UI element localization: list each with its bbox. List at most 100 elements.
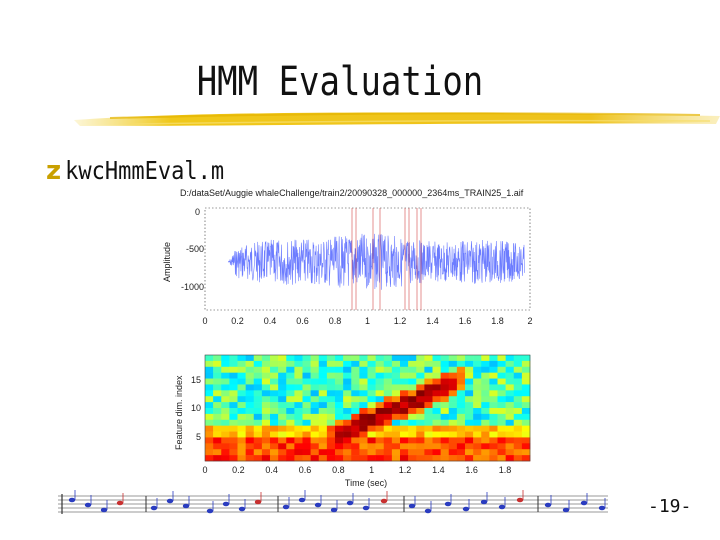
spectrogram-cell <box>448 360 458 368</box>
spectrogram-xtick-label: 0.4 <box>265 465 278 475</box>
spectrogram-cell <box>400 408 409 415</box>
spectrogram-cell <box>513 413 523 421</box>
spectrogram-cell <box>286 355 295 362</box>
spectrogram-cell <box>367 402 376 409</box>
spectrogram-cell <box>481 413 490 421</box>
spectrogram-cell <box>310 437 320 444</box>
spectrogram-cell <box>481 360 490 368</box>
spectrogram-cell <box>465 372 474 379</box>
spectrogram-cell <box>302 413 311 421</box>
spectrogram-cell <box>521 449 531 456</box>
spectrogram-cell <box>375 408 385 415</box>
spectrogram-cell <box>294 431 303 438</box>
spectrogram-cell <box>424 408 433 415</box>
spectrogram-cell <box>400 396 409 403</box>
spectrogram-cell <box>489 396 498 403</box>
spectrogram-cell <box>465 425 474 432</box>
spectrogram-cell <box>229 390 238 397</box>
spectrogram-cell <box>229 408 238 415</box>
spectrogram-cell <box>205 419 214 426</box>
spectrogram-cell <box>383 390 393 397</box>
spectrogram-cell <box>505 360 515 368</box>
figure-path-title: D:/dataSet/Auggie whaleChallenge/train2/… <box>180 188 524 198</box>
spectrogram-cell <box>367 425 376 432</box>
spectrogram-cell <box>351 437 360 444</box>
spectrogram-cell <box>416 408 425 415</box>
spectrogram-cell <box>416 390 425 397</box>
spectrogram-cell <box>237 437 246 444</box>
spectrogram-cell <box>456 437 466 444</box>
spectrogram-cell <box>432 419 441 426</box>
spectrogram-cell <box>473 413 482 421</box>
music-note-icon <box>182 503 190 509</box>
spectrogram-cell <box>375 378 385 385</box>
spectrogram-cell <box>489 378 498 385</box>
spectrogram-cell <box>205 437 214 444</box>
spectrogram-cell <box>440 355 450 362</box>
spectrogram-cell <box>359 443 368 450</box>
spectrogram-cell <box>456 449 466 456</box>
spectrogram-cell <box>213 402 222 409</box>
spectrogram-cell <box>432 390 441 397</box>
spectrogram-cell <box>383 372 393 379</box>
music-note-icon <box>238 506 246 512</box>
spectrogram-cell <box>286 384 295 391</box>
spectrogram-cell <box>367 396 376 403</box>
spectrogram-cell <box>481 449 490 456</box>
spectrogram-cell <box>302 355 311 362</box>
spectrogram-cell <box>359 437 368 444</box>
music-note-icon <box>166 498 174 504</box>
spectrogram-cell <box>481 372 490 379</box>
music-staff-decoration <box>58 490 608 514</box>
spectrogram-cell <box>318 355 328 362</box>
spectrogram-xtick-label: 0 <box>202 465 207 475</box>
spectrogram-cell <box>448 455 458 462</box>
spectrogram-cell <box>237 431 246 438</box>
spectrogram-cell <box>359 360 368 368</box>
spectrogram-cell <box>408 431 417 438</box>
spectrogram-cell <box>351 425 360 432</box>
spectrogram-cell <box>294 366 303 373</box>
spectrogram-cell <box>505 455 515 462</box>
spectrogram-cell <box>465 408 474 415</box>
waveform-xtick-label: 1 <box>365 316 370 326</box>
spectrogram-cell <box>465 396 474 403</box>
spectrogram-cell <box>237 372 246 379</box>
waveform-ytick-0: 0 <box>195 207 200 217</box>
spectrogram-cell <box>408 455 417 462</box>
spectrogram-cell <box>367 437 376 444</box>
spectrogram-cell <box>481 396 490 403</box>
spectrogram-cell <box>261 396 271 403</box>
spectrogram-cell <box>448 449 458 456</box>
spectrogram-cell <box>473 431 482 438</box>
music-note-icon <box>222 501 230 507</box>
spectrogram-cell <box>489 455 498 462</box>
spectrogram-cell <box>213 390 222 397</box>
spectrogram-cell <box>302 366 311 373</box>
spectrogram-cell <box>343 413 352 421</box>
spectrogram-cell <box>432 384 441 391</box>
spectrogram-cell <box>391 355 401 362</box>
spectrogram-xlabel: Time (sec) <box>345 478 387 488</box>
spectrogram-cell <box>375 360 385 368</box>
spectrogram-cell <box>261 355 271 362</box>
spectrogram-cell <box>481 443 490 450</box>
spectrogram-cell <box>440 413 450 421</box>
spectrogram-cell <box>391 366 401 373</box>
spectrogram-cell <box>513 443 523 450</box>
spectrogram-cell <box>432 437 441 444</box>
music-note-icon <box>116 500 124 506</box>
spectrogram-cell <box>400 443 409 450</box>
spectrogram-cell <box>213 366 222 373</box>
spectrogram-cell <box>456 425 466 432</box>
music-note-icon <box>330 507 338 513</box>
spectrogram-cell <box>359 431 368 438</box>
music-note-icon <box>314 502 322 508</box>
spectrogram-cell <box>270 408 279 415</box>
spectrogram-cell <box>416 384 425 391</box>
spectrogram-cell <box>375 372 385 379</box>
spectrogram-cell <box>286 408 295 415</box>
spectrogram-cell <box>318 360 328 368</box>
spectrogram-cell <box>497 419 506 426</box>
spectrogram-cell <box>326 449 336 456</box>
